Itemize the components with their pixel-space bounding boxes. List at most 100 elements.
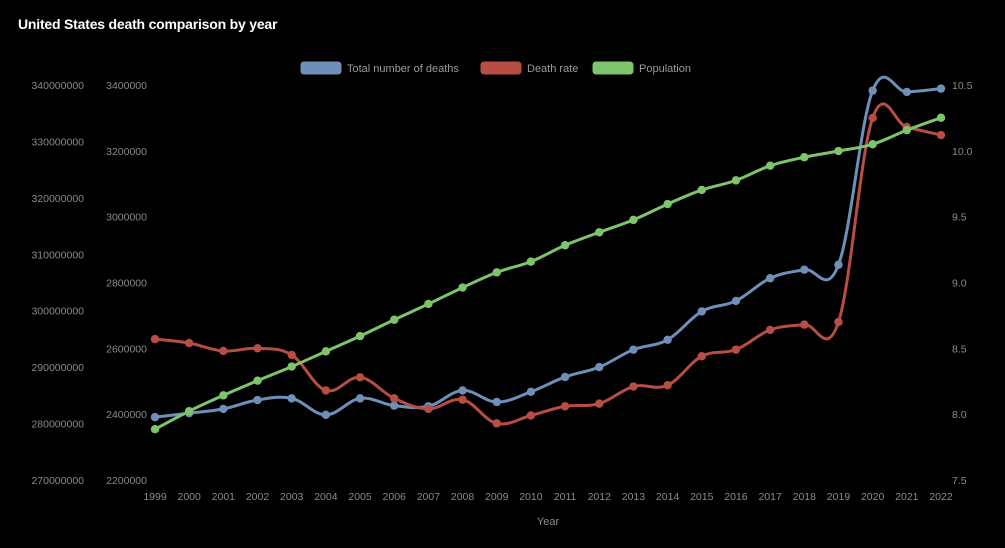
data-point[interactable] [800,265,809,274]
data-point[interactable] [150,412,160,422]
data-point[interactable] [150,425,160,434]
data-point[interactable] [765,325,775,335]
data-point[interactable] [663,199,672,209]
left-outer-axis-tick-label: 310000000 [31,249,84,261]
data-point[interactable] [834,146,843,156]
data-point[interactable] [731,176,741,185]
x-axis-tick-label: 2005 [348,491,372,503]
x-axis-tick-label: 2019 [827,491,851,503]
data-point[interactable] [936,84,946,93]
data-point[interactable] [629,382,638,391]
data-point[interactable] [834,260,843,269]
data-point[interactable] [253,395,262,405]
data-point[interactable] [902,125,912,135]
data-point[interactable] [697,352,706,361]
data-point[interactable] [287,350,296,360]
data-point[interactable] [184,406,194,416]
data-point[interactable] [355,331,365,341]
data-point[interactable] [390,394,399,403]
data-point[interactable] [321,410,331,420]
data-point[interactable] [800,153,809,162]
x-axis-tick-label: 2006 [383,491,407,503]
data-point[interactable] [731,345,741,354]
data-point[interactable] [458,283,467,292]
data-point[interactable] [355,394,365,403]
data-point[interactable] [595,228,604,237]
data-point[interactable] [287,394,296,403]
data-point[interactable] [458,386,467,395]
x-axis-tick-label: 2010 [519,491,543,503]
data-point[interactable] [629,215,638,225]
x-axis-tick-label: 2016 [724,491,748,503]
data-point[interactable] [150,334,160,344]
data-point[interactable] [595,399,604,408]
legend-swatch[interactable] [480,61,522,75]
data-point[interactable] [526,411,536,420]
x-axis-tick-label: 2021 [895,491,919,503]
data-point[interactable] [253,376,262,385]
data-point[interactable] [390,315,399,324]
data-point[interactable] [663,381,672,390]
x-axis-tick-label: 2011 [554,491,577,503]
data-point[interactable] [321,347,331,356]
left-outer-axis-tick-label: 290000000 [31,362,84,374]
legend-swatch[interactable] [592,61,634,75]
legend-label[interactable]: Population [639,63,691,75]
x-axis-tick-label: 2013 [622,491,646,503]
data-point[interactable] [868,86,877,95]
data-point[interactable] [629,345,638,354]
data-point[interactable] [834,317,843,327]
data-point[interactable] [765,274,775,283]
x-axis-tick-label: 2000 [177,491,201,503]
data-point[interactable] [492,268,501,277]
data-point[interactable] [663,335,672,344]
data-point[interactable] [595,362,604,372]
data-point[interactable] [424,404,433,414]
data-point[interactable] [697,307,706,316]
data-point[interactable] [731,296,741,306]
right-axis-tick-label: 8.5 [952,343,967,355]
x-axis-tick-label: 2002 [246,491,270,503]
data-point[interactable] [560,241,570,250]
data-point[interactable] [219,404,228,414]
data-point[interactable] [697,185,706,195]
data-point[interactable] [321,386,331,395]
data-point[interactable] [936,130,946,140]
data-point[interactable] [868,140,877,149]
series-line [153,75,943,419]
x-axis-tick-label: 2004 [314,491,338,503]
data-point[interactable] [184,338,194,348]
legend-label[interactable]: Death rate [527,63,578,75]
data-point[interactable] [219,391,228,400]
data-point[interactable] [526,387,536,396]
data-point[interactable] [936,113,946,122]
data-point[interactable] [765,161,775,170]
data-point[interactable] [458,395,467,404]
data-point[interactable] [560,372,570,382]
legend-swatch[interactable] [300,61,342,75]
data-point[interactable] [492,419,501,428]
right-axis-tick-label: 7.5 [952,475,967,487]
data-point[interactable] [492,397,501,407]
data-point[interactable] [902,87,912,97]
data-point[interactable] [355,373,365,382]
left-inner-axis-tick-label: 3000000 [106,212,147,224]
data-point[interactable] [526,257,536,266]
data-point[interactable] [287,362,296,371]
legend-label[interactable]: Total number of deaths [347,63,459,75]
chart-legend[interactable]: Total number of deaths Death rate Populati… [300,61,691,75]
left-outer-axis-tick-label: 340000000 [31,80,84,92]
data-point[interactable] [253,344,262,353]
data-point[interactable] [219,346,228,356]
data-point[interactable] [424,299,433,309]
data-point[interactable] [868,113,877,123]
left-inner-axis-tick-label: 3400000 [106,80,147,92]
data-point[interactable] [800,320,809,329]
x-axis-tick-label: 2012 [588,491,612,503]
data-point[interactable] [390,401,399,410]
x-axis-tick-label: 2009 [485,491,509,503]
data-point[interactable] [560,402,570,411]
x-axis-tick-label: 1999 [143,491,167,503]
x-axis-tick-label: 2017 [758,491,782,503]
